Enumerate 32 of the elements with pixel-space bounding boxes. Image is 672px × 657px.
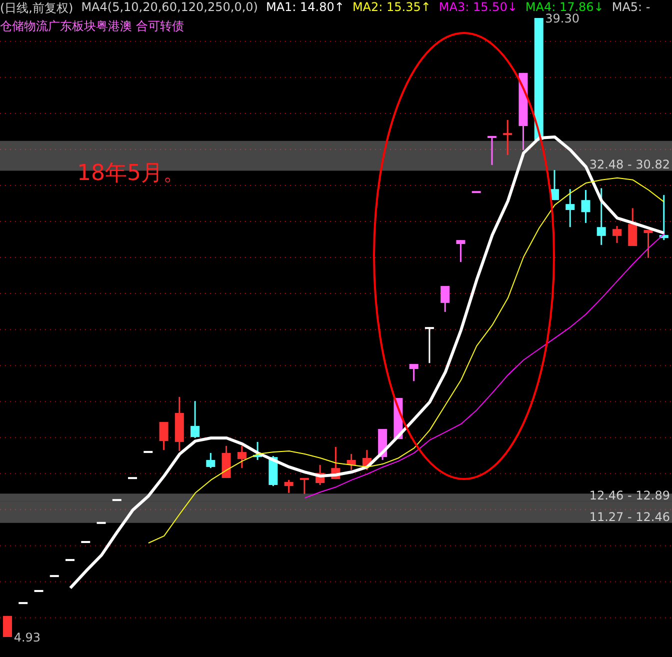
text: MA4: 17.86↓ <box>525 0 604 14</box>
text: MA2: 15.35↑ <box>352 0 431 16</box>
text: MA1: 14.80↑ <box>266 0 344 16</box>
candlestick <box>300 477 309 495</box>
candlestick <box>284 479 294 494</box>
candlestick <box>409 363 418 382</box>
candlestick <box>596 187 606 246</box>
candlestick <box>159 421 168 451</box>
candlestick <box>581 189 590 224</box>
text: MA3: 15.50↓ <box>438 0 518 16</box>
band-label: 32.48 - 30.82 <box>589 158 670 172</box>
candlestick <box>566 188 575 228</box>
candlestick <box>456 239 466 263</box>
candlestick <box>440 285 450 313</box>
annotation: 4.93 <box>14 630 41 644</box>
annotation: 18年5月。 <box>77 160 185 188</box>
chart-title: (日线,前复权) <box>0 0 74 17</box>
candlestick <box>237 445 246 469</box>
candlestick <box>644 229 653 259</box>
text: MA5: - <box>612 0 650 16</box>
candlestick <box>612 225 622 244</box>
candlestick <box>487 135 496 166</box>
annotation: 39.30 <box>545 11 580 26</box>
candlestick <box>503 119 512 156</box>
candlestick <box>206 452 216 469</box>
candlestick <box>190 400 200 439</box>
text: MA4(5,10,20,60,120,250,0,0) <box>81 0 258 16</box>
chart-subtitle: 仓储物流广东板块粤港澳 合可转债 <box>0 18 184 35</box>
candlestick <box>424 326 434 364</box>
candlestick <box>628 207 638 247</box>
band-label: 11.27 - 12.46 <box>589 510 670 524</box>
band-label: 12.46 - 12.89 <box>589 488 670 502</box>
